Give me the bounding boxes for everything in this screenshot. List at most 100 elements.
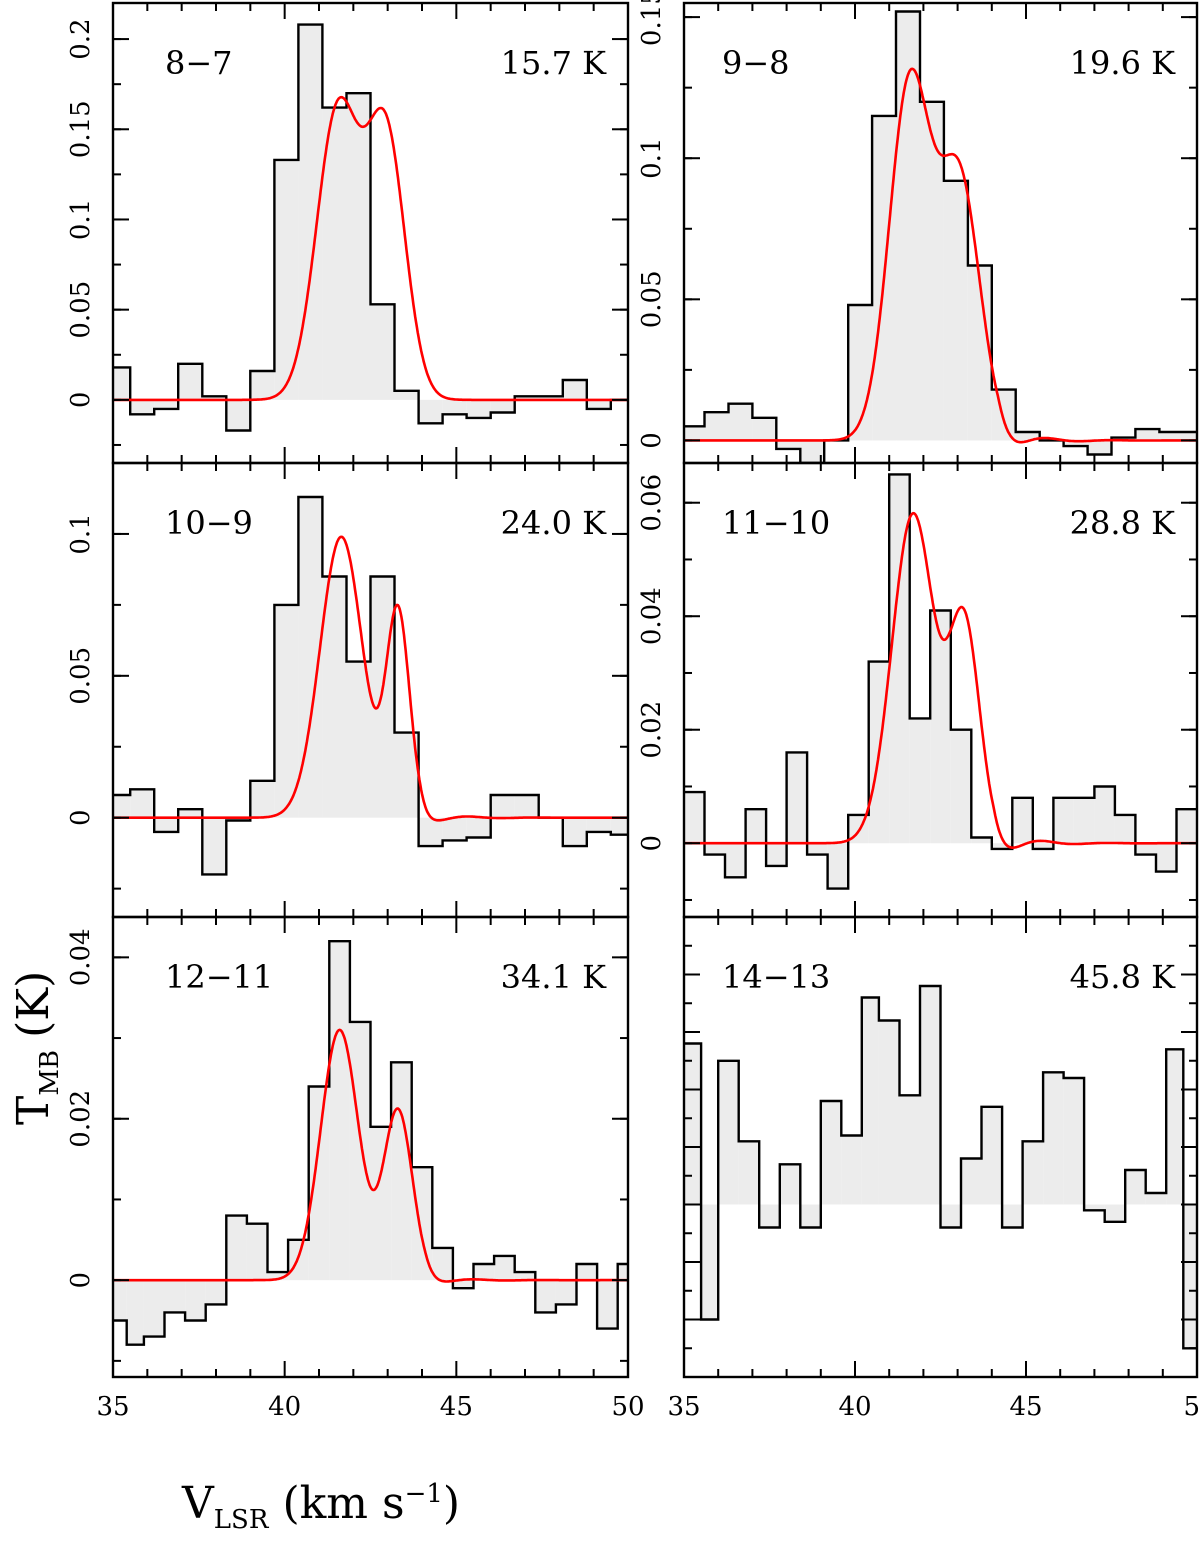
histogram-bin: [185, 1280, 206, 1321]
x-axis-title-close: ): [443, 1478, 460, 1529]
histogram-outline: [684, 984, 1197, 1350]
transition-label: 9−8: [722, 44, 790, 82]
histogram-bin: [535, 1280, 556, 1313]
histogram-bin: [786, 752, 808, 844]
transition-label: 12−11: [165, 958, 273, 996]
y-tick-label: 0.2: [66, 18, 96, 59]
x-axis-title-sub: LSR: [214, 1505, 270, 1535]
y-tick-label: 0.06: [637, 474, 667, 532]
histogram-bin: [899, 1095, 920, 1205]
energy-label: 34.1 K: [501, 958, 607, 996]
histogram-bin: [442, 817, 467, 841]
histogram-bin: [1022, 1141, 1044, 1205]
histogram-bin: [154, 817, 179, 832]
plot-area: [113, 495, 628, 876]
x-axis-title: VLSR (km s−1): [181, 1478, 460, 1535]
histogram-bin: [205, 1280, 227, 1305]
histogram-bin: [514, 396, 539, 400]
histogram-bin: [759, 1204, 780, 1228]
y-tick-label: 0: [637, 835, 667, 852]
y-tick-label: 0.1: [637, 138, 667, 179]
histogram-bin: [766, 843, 787, 866]
y-tick-label: 0.05: [637, 270, 667, 328]
histogram-bin: [329, 941, 350, 1281]
y-tick-label: 0.1: [66, 513, 96, 554]
histogram-bin: [466, 399, 491, 418]
fit-curve: [113, 1028, 628, 1283]
histogram-bin: [704, 412, 729, 441]
histogram-bin: [226, 817, 251, 821]
histogram-bin: [800, 440, 825, 463]
histogram-bin: [752, 417, 777, 441]
histogram-bin: [725, 843, 746, 878]
histogram-bin: [514, 1272, 536, 1281]
y-tick-label: 0.15: [66, 100, 96, 158]
y-tick-label: 0.02: [637, 701, 667, 759]
x-axis-title-exponent: −1: [405, 1479, 443, 1509]
histogram-bin: [246, 1223, 268, 1281]
histogram-bin: [178, 363, 203, 400]
x-tick-label: 40: [838, 1392, 871, 1422]
plot-area: [684, 984, 1197, 1350]
histogram-bin: [704, 843, 726, 855]
histogram-bin: [617, 1264, 628, 1281]
histogram-bin: [1166, 1049, 1184, 1205]
histogram-bin: [178, 809, 203, 818]
histogram-bin: [930, 610, 951, 844]
transition-label: 10−9: [165, 504, 253, 542]
panel-2: 0 0.05 0.1 0.15 9−8 19.6 K: [637, 0, 1199, 465]
panel-6: 35 40 45 5 14−13 45.8 K: [667, 915, 1200, 1422]
x-axis-title-main: V: [181, 1478, 215, 1529]
energy-label: 28.8 K: [1070, 504, 1176, 542]
panel-frame: [111, 915, 630, 1379]
histogram-bin: [113, 794, 131, 818]
y-axis-title-sub: MB: [35, 1050, 65, 1096]
histogram-bin: [1084, 1204, 1105, 1211]
histogram-bin: [514, 794, 539, 818]
x-tick-label: 5: [1183, 1392, 1200, 1422]
histogram-bin: [1114, 814, 1136, 844]
transition-label: 8−7: [165, 44, 233, 82]
histogram-bin: [130, 399, 155, 415]
histogram-bin: [728, 403, 753, 441]
energy-label: 15.7 K: [501, 44, 607, 82]
histogram-bin: [322, 576, 347, 818]
histogram-bin: [473, 1264, 495, 1281]
histogram-bin: [610, 817, 628, 835]
histogram-bin: [889, 474, 910, 844]
histogram-bin: [370, 304, 395, 400]
histogram-bin: [1094, 786, 1115, 844]
histogram-bin: [418, 817, 443, 847]
y-tick-label: 0.1: [66, 199, 96, 240]
histogram-bin: [274, 604, 299, 818]
histogram-bin: [442, 399, 467, 415]
histogram-bin: [154, 399, 179, 409]
histogram-bin: [940, 1204, 962, 1228]
histogram-bin: [1145, 1193, 1167, 1205]
histogram-bin: [432, 1247, 453, 1281]
histogram-bin: [684, 792, 705, 844]
histogram-bin: [827, 843, 849, 889]
histogram-bin: [1002, 1204, 1023, 1228]
x-tick-label: 50: [611, 1392, 644, 1422]
histogram-bin: [346, 661, 371, 818]
histogram-bin: [1063, 1078, 1085, 1205]
histogram-bin: [961, 1158, 982, 1205]
fit-curve: [113, 535, 628, 822]
histogram-bin: [418, 399, 443, 424]
histogram-bin: [684, 1043, 702, 1205]
histogram-bin: [1032, 843, 1054, 849]
histogram-bin: [370, 1126, 392, 1281]
histogram-bin: [1053, 797, 1074, 844]
panel-3: 0 0.05 0.1 10−9 24.0 K: [66, 461, 630, 919]
histogram-bin: [1155, 843, 1177, 872]
histogram-outline: [113, 23, 628, 432]
histogram-bin: [391, 1062, 412, 1281]
x-tick-label: 45: [1009, 1392, 1042, 1422]
histogram-bin: [1135, 429, 1160, 441]
y-tick-label: 0: [66, 392, 96, 409]
panels-group: 00.050.10.150.28−7 15.7 K00.050.10.159−8 1…: [66, 0, 1200, 1422]
histogram-bin: [586, 817, 611, 832]
histogram-bin: [919, 101, 944, 441]
